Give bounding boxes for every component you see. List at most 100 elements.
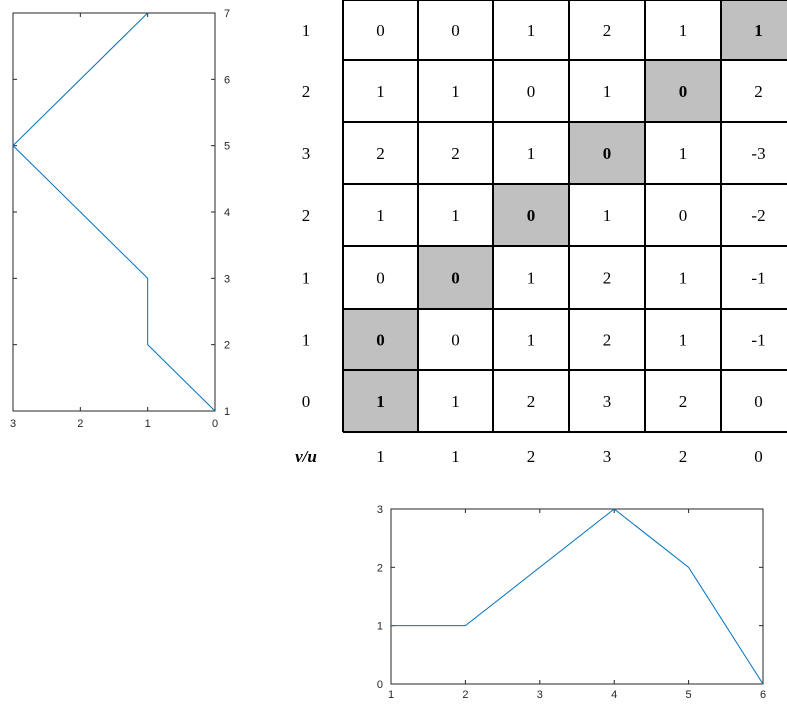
left-y-tick-label: 7: [224, 8, 230, 20]
bottom-y-tick-label: 1: [377, 621, 383, 633]
table-cell: 1: [679, 21, 688, 40]
table-cell: 1: [679, 331, 688, 350]
left-x-tick-label: 2: [77, 418, 83, 430]
bottom-y-tick-label: 2: [377, 562, 383, 574]
left-y-tick-label: 1: [224, 406, 230, 418]
table-cell: 2: [603, 269, 612, 288]
table-cell: 2: [754, 82, 763, 101]
table-cell: 0: [376, 21, 385, 40]
left-y-tick-label: 4: [224, 207, 230, 219]
table-cell: 0: [376, 269, 385, 288]
left-y-tick-label: 3: [224, 273, 230, 285]
table-column-label: 3: [603, 447, 612, 466]
table-cell: 1: [679, 269, 688, 288]
bottom-y-tick-label: 0: [377, 679, 383, 691]
table-cell: 3: [603, 392, 612, 411]
table-cell: -1: [751, 269, 765, 288]
table-corner-label: v/u: [295, 447, 317, 466]
highlighted-cell: [645, 60, 721, 122]
table-highlight-fills: [343, 0, 787, 432]
table-cell: 0: [679, 206, 688, 225]
table-cell: 1: [451, 392, 460, 411]
bottom-x-tick-label: 1: [388, 689, 394, 701]
table-cell: 1: [527, 144, 536, 163]
bottom-x-tick-label: 2: [462, 689, 468, 701]
table-column-label: 0: [754, 447, 763, 466]
table-column-label: 2: [527, 447, 536, 466]
table-row-label: 2: [302, 206, 311, 225]
table-column-label: 1: [376, 447, 385, 466]
bottom-x-tick-label: 3: [537, 689, 543, 701]
highlighted-cell: [493, 184, 569, 246]
left-profile-series-line: [12, 12, 216, 412]
table-cell: 1: [376, 206, 385, 225]
bottom-series-line: [391, 508, 764, 685]
table-cell: 1: [376, 392, 385, 411]
table-cell: 1: [679, 144, 688, 163]
table-column-label: 1: [451, 447, 460, 466]
table-cell: 0: [376, 331, 385, 350]
table-cell: 0: [679, 82, 688, 101]
table-cell: 1: [603, 206, 612, 225]
left-plot-line: [12, 12, 216, 412]
table-cell: 1: [527, 21, 536, 40]
table-grid-lines: [342, 0, 787, 433]
left-y-tick-label: 2: [224, 340, 230, 352]
table-column-label: 2: [679, 447, 688, 466]
bottom-y-tick-label: 3: [377, 504, 383, 516]
table-row-label: 3: [302, 144, 311, 163]
bottom-x-tick-label: 6: [760, 689, 766, 701]
table-cell: 2: [603, 21, 612, 40]
bottom-x-tick-label: 4: [611, 689, 617, 701]
table-column-labels: 1 1 2 3 2 0: [376, 447, 763, 466]
table-cell: -3: [751, 144, 765, 163]
left-x-tick-label: 0: [212, 418, 218, 430]
left-y-tick-label: 5: [224, 141, 230, 153]
table-cell: 1: [376, 82, 385, 101]
table-cell: 1: [451, 82, 460, 101]
table-cell: 0: [451, 21, 460, 40]
table-cell: 1: [527, 269, 536, 288]
highlighted-cell: [569, 122, 645, 184]
table-cell: 1: [754, 21, 763, 40]
table-cell: 0: [451, 331, 460, 350]
table-cell: 2: [527, 392, 536, 411]
table-cell: 0: [754, 392, 763, 411]
highlighted-cell: [418, 246, 493, 309]
table-cell: 2: [376, 144, 385, 163]
bottom-x-tick-label: 5: [686, 689, 692, 701]
table-cell-values: 0 0 1 2 1 1 1 1 0 1 0 2 2 2 1 0 1 -3 1 1 0 1 0 -2 0 0 1 2 1 -1 0 0 1 2 1 -1…: [376, 21, 765, 411]
highlighted-cell: [343, 370, 418, 432]
table-cell: 2: [451, 144, 460, 163]
table-row-label: 1: [302, 269, 311, 288]
table-cell: 0: [451, 269, 460, 288]
table-cell: 1: [451, 206, 460, 225]
table-cell: 0: [527, 206, 536, 225]
table-row-label: 2: [302, 82, 311, 101]
left-x-tick-label: 3: [10, 418, 16, 430]
bottom-plot-line: [391, 508, 764, 685]
table-row-label: 1: [302, 331, 311, 350]
highlighted-cell: [343, 309, 418, 370]
table-row-label: 1: [302, 21, 311, 40]
table-cell: 2: [679, 392, 688, 411]
table-cell: 2: [603, 331, 612, 350]
left-plot-axes-box: [12, 12, 216, 412]
table-cell: -2: [751, 206, 765, 225]
left-y-tick-label: 6: [224, 74, 230, 86]
table-row-label: 0: [302, 392, 311, 411]
highlighted-cell: [721, 0, 787, 60]
table-cell: 0: [527, 82, 536, 101]
table-cell: 0: [603, 144, 612, 163]
table-cell: -1: [751, 331, 765, 350]
table-row-labels: 1 2 3 2 1 1 0: [302, 21, 311, 411]
left-x-tick-label: 1: [145, 418, 151, 430]
table-cell: 1: [603, 82, 612, 101]
table-cell: 1: [527, 331, 536, 350]
bottom-plot-ticks: [390, 508, 764, 685]
